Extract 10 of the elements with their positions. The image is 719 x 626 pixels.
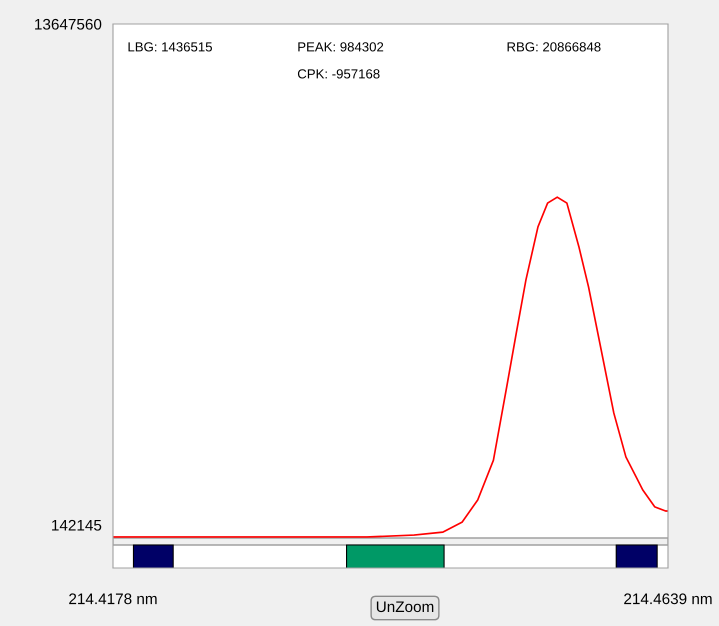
text: UnZoom — [376, 601, 434, 612]
annotation: CPK: -957168 — [298, 69, 380, 79]
y-tick-label: 142145 — [52, 520, 102, 531]
x-tick-label: 214.4178 nm — [69, 593, 157, 604]
y-tick-label: 13647560 — [35, 18, 102, 30]
annotation: RBG: 20866848 — [508, 42, 601, 52]
annotation: PEAK: 984302 — [298, 42, 384, 52]
x-tick-label: 214.4639 nm — [624, 593, 712, 604]
line-series — [113, 196, 668, 538]
annotation: LBG: 1436515 — [128, 42, 212, 52]
